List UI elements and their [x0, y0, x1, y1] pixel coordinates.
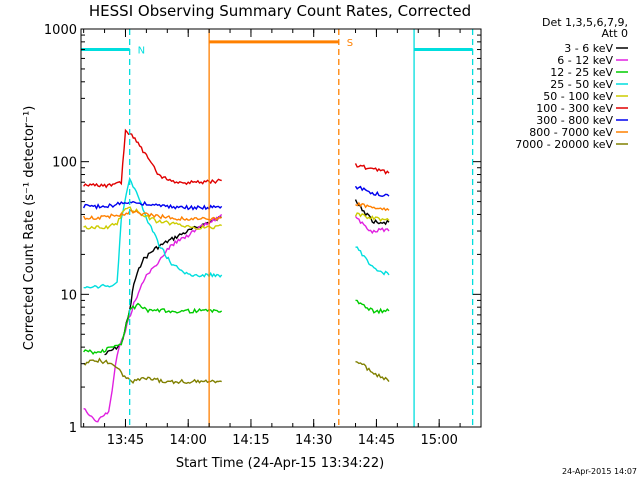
series-9	[83, 357, 390, 385]
x-tick-label: 14:00	[169, 433, 206, 448]
series-trace	[83, 176, 223, 289]
legend-label: 6 - 12 keV	[557, 54, 613, 67]
y-axis-label: Corrected Count Rate (s⁻¹ detector⁻¹)	[22, 106, 37, 351]
series-trace	[83, 213, 223, 423]
y-tick-label: 100	[52, 156, 77, 171]
series-trace	[355, 246, 390, 276]
series-trace	[354, 212, 390, 222]
plot-frame	[80, 28, 482, 428]
series-2	[83, 213, 390, 423]
series-layer	[82, 128, 390, 423]
legend-label: 300 - 800 keV	[536, 114, 613, 127]
x-tick-label: 14:45	[358, 433, 395, 448]
legend-label: 100 - 300 keV	[536, 102, 613, 115]
series-trace	[354, 215, 390, 235]
x-tick-label: 14:15	[232, 433, 269, 448]
flag-label: N	[138, 46, 145, 57]
series-trace	[83, 206, 222, 230]
series-trace	[355, 360, 390, 383]
legend-label: 25 - 50 keV	[550, 78, 613, 91]
legend-label: 12 - 25 keV	[550, 66, 613, 79]
legend-label: 50 - 100 keV	[543, 90, 613, 103]
y-tick-label: 1000	[44, 23, 77, 38]
series-3	[83, 299, 390, 356]
legend-header-line-1: Det 1,3,5,6,7,9,	[542, 16, 628, 29]
series-8	[82, 201, 390, 222]
series-trace	[83, 302, 223, 356]
x-tick-label: 15:00	[420, 433, 457, 448]
ticks-layer: 1 10 100 1000 13:45 14:00 14:15 14:30 14:45 15:00	[44, 23, 482, 448]
flag-label: S	[347, 38, 353, 49]
y-tick-label: 1	[69, 421, 77, 436]
x-axis-label: Start Time (24-Apr-15 13:34:22)	[176, 456, 384, 471]
series-4	[83, 176, 390, 289]
flags-layer: NS	[81, 29, 474, 427]
series-5	[83, 206, 390, 230]
legend-header-line-2: Att 0	[602, 27, 628, 40]
series-trace	[354, 199, 390, 226]
y-tick-label: 10	[60, 288, 77, 303]
legend-label: 7000 - 20000 keV	[515, 138, 613, 151]
series-trace	[354, 185, 390, 198]
series-6	[83, 128, 390, 189]
series-trace	[82, 200, 223, 211]
series-trace	[355, 299, 390, 315]
series-trace	[82, 209, 222, 222]
series-trace	[355, 201, 390, 212]
footer-timestamp: 24-Apr-2015 14:07	[562, 467, 637, 476]
x-tick-label: 14:30	[295, 433, 332, 448]
legend-label: 3 - 6 keV	[564, 42, 613, 55]
legend-label: 800 - 7000 keV	[529, 126, 613, 139]
chart-title: HESSI Observing Summary Count Rates, Cor…	[89, 2, 471, 20]
series-trace	[83, 128, 222, 189]
series-trace	[354, 163, 390, 175]
series-trace	[83, 357, 222, 385]
series-7	[82, 185, 390, 211]
x-tick-label: 13:45	[107, 433, 144, 448]
